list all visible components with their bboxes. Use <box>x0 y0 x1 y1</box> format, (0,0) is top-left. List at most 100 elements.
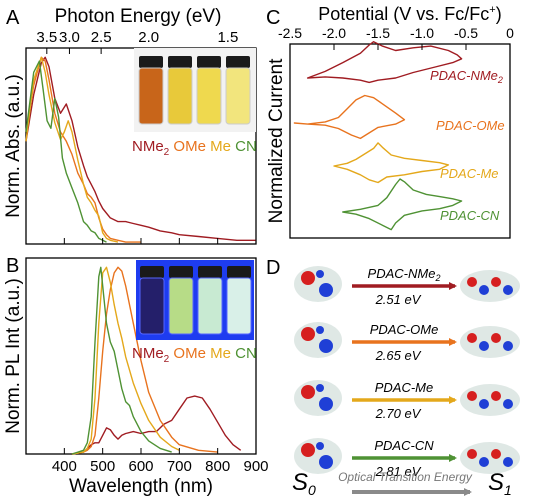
panel-a-absorption: Photon Energy (eV) 3.5 3.0 2.5 2.0 1.5 Norm.… <box>3 6 257 245</box>
panel-b-x-tick-label: 700 <box>167 458 192 475</box>
orbital-lobe <box>503 457 513 467</box>
transition-row: PDAC-NMe2 2.51 eV <box>294 266 520 307</box>
panel-c-label-cn: PDAC-CN <box>440 208 500 223</box>
panel-b-x-label: Wavelength (nm) <box>69 476 213 497</box>
panel-c-top-tick-label: -2.5 <box>278 25 302 41</box>
orbital-lobe <box>467 449 477 459</box>
transition-row: PDAC-Me 2.70 eV <box>294 380 520 421</box>
panel-letter-d: D <box>266 257 280 279</box>
panel-a-top-tick-label: 1.5 <box>217 29 238 46</box>
orbital-lobe-blue <box>316 270 324 278</box>
panel-a-top-tick-label: 3.0 <box>59 29 80 46</box>
vial-cap <box>227 266 251 278</box>
orbital-lobe-blue <box>319 283 333 297</box>
vial-body <box>167 67 193 125</box>
legend-cn: CN <box>235 138 257 155</box>
orbital-lobe-red <box>301 271 315 285</box>
vial-cap <box>169 266 193 278</box>
panel-c-series <box>293 41 463 231</box>
panel-c-ticks <box>289 44 511 50</box>
orbital-lobe <box>491 333 501 343</box>
legend-me: Me <box>210 138 231 155</box>
orbital-lobe <box>479 399 489 409</box>
orbital-lobe <box>467 277 477 287</box>
series-pdac-cn-line <box>342 178 463 231</box>
legend-b-cn: CN <box>235 345 257 362</box>
transition-name: PDAC-CN <box>374 438 434 453</box>
series-pdac-nme2-line <box>306 41 463 84</box>
panel-c-top-tick-label: -1.5 <box>366 25 390 41</box>
svg-text:NMe2 OMe Me CN: NMe2 OMe Me CN <box>132 345 257 365</box>
vial-cap <box>198 266 222 278</box>
vial-cap <box>197 56 221 68</box>
panel-c-cyclic-voltammetry: Potential (V vs. Fc/Fc+) -2.5 -2.0 -1.5 -1.… <box>266 4 514 239</box>
vial-body <box>226 277 252 335</box>
series-cn-line <box>25 60 107 243</box>
panel-a-top-tick-label: 2.0 <box>138 29 159 46</box>
legend-b-nme2: NMe <box>132 345 164 362</box>
orbital-lobe-blue <box>316 326 324 334</box>
panel-c-top-tick-label: -2.0 <box>322 25 346 41</box>
svg-text:NMe2 OMe Me CN: NMe2 OMe Me CN <box>132 138 257 158</box>
series-pdac-me-line <box>333 142 450 184</box>
vial-body <box>138 67 164 125</box>
panel-b-legend: NMe2 OMe Me CN <box>132 345 257 365</box>
vial-body <box>168 277 194 335</box>
transition-energy: 2.65 eV <box>375 348 422 363</box>
orbital-lobe <box>479 457 489 467</box>
panel-b-x-tick-label: 900 <box>243 458 268 475</box>
panel-b-series <box>71 266 242 455</box>
s0-label: S0 <box>292 469 316 498</box>
transition-energy: 2.51 eV <box>375 292 422 307</box>
transition-row: PDAC-OMe 2.65 eV <box>294 322 520 363</box>
transition-name: PDAC-OMe <box>370 322 439 337</box>
panel-a-legend: NMe2 OMe Me CN <box>132 138 257 158</box>
orbital-lobe <box>503 399 513 409</box>
panel-b-x-tick-labels: 400 500 600 700 800 900 <box>52 458 269 475</box>
panel-a-top-tick-labels: 3.5 3.0 2.5 2.0 1.5 <box>36 29 238 46</box>
series-ome-line <box>71 266 218 455</box>
vial-cap <box>139 56 163 68</box>
orbital-lobe-blue <box>316 442 324 450</box>
panel-c-top-axis-title: Potential (V vs. Fc/Fc+) <box>318 4 501 24</box>
panel-b-x-tick-label: 600 <box>128 458 153 475</box>
series-me-line <box>71 266 180 455</box>
legend-nme2-sub: 2 <box>164 147 170 158</box>
orbital-lobe <box>503 285 513 295</box>
orbital-lobe-red <box>301 385 315 399</box>
panel-a-vials-photo <box>134 48 256 132</box>
orbital-lobe-blue <box>319 339 333 353</box>
panel-c-top-tick-label: 0 <box>506 25 514 41</box>
series-pdac-ome-line <box>293 94 406 140</box>
vial-body <box>196 67 222 125</box>
series-me-line <box>25 56 119 243</box>
series-cn-line <box>71 266 172 455</box>
panel-c-top-tick-label: -0.5 <box>454 25 478 41</box>
series-nme2-line <box>25 56 256 242</box>
panel-b-x-tick-label: 800 <box>205 458 230 475</box>
panel-c-label-ome: PDAC-OMe <box>436 118 505 133</box>
transition-energy: 2.81 eV <box>375 464 422 479</box>
panel-a-top-axis-title: Photon Energy (eV) <box>55 6 222 27</box>
panel-d-orbitals: PDAC-NMe2 2.51 eV PDAC-OMe 2.65 eV PDAC-Me 2.… <box>292 266 520 498</box>
panel-a-top-tick-label: 3.5 <box>36 29 57 46</box>
panel-b-x-tick-label: 500 <box>90 458 115 475</box>
orbital-lobe <box>467 333 477 343</box>
orbital-lobe <box>479 285 489 295</box>
optical-transition-caption: Optical Transition Energy <box>338 470 473 484</box>
vial-cap <box>226 56 250 68</box>
orbital-lobe <box>491 449 501 459</box>
panel-c-label-nme2: PDAC-NMe2 <box>430 68 503 85</box>
orbital-lobe-red <box>301 443 315 457</box>
transition-name: PDAC-Me <box>375 380 434 395</box>
panel-letter-a: A <box>6 7 20 29</box>
orbital-lobe <box>479 341 489 351</box>
panel-letter-c: C <box>266 7 280 29</box>
orbital-lobe <box>467 391 477 401</box>
panel-c-top-tick-labels: -2.5 -2.0 -1.5 -1.0 -0.5 0 <box>278 25 514 41</box>
vial-cap <box>140 266 164 278</box>
panel-a-series <box>25 56 256 243</box>
s1-label: S1 <box>488 469 512 498</box>
legend-nme2: NMe <box>132 138 164 155</box>
